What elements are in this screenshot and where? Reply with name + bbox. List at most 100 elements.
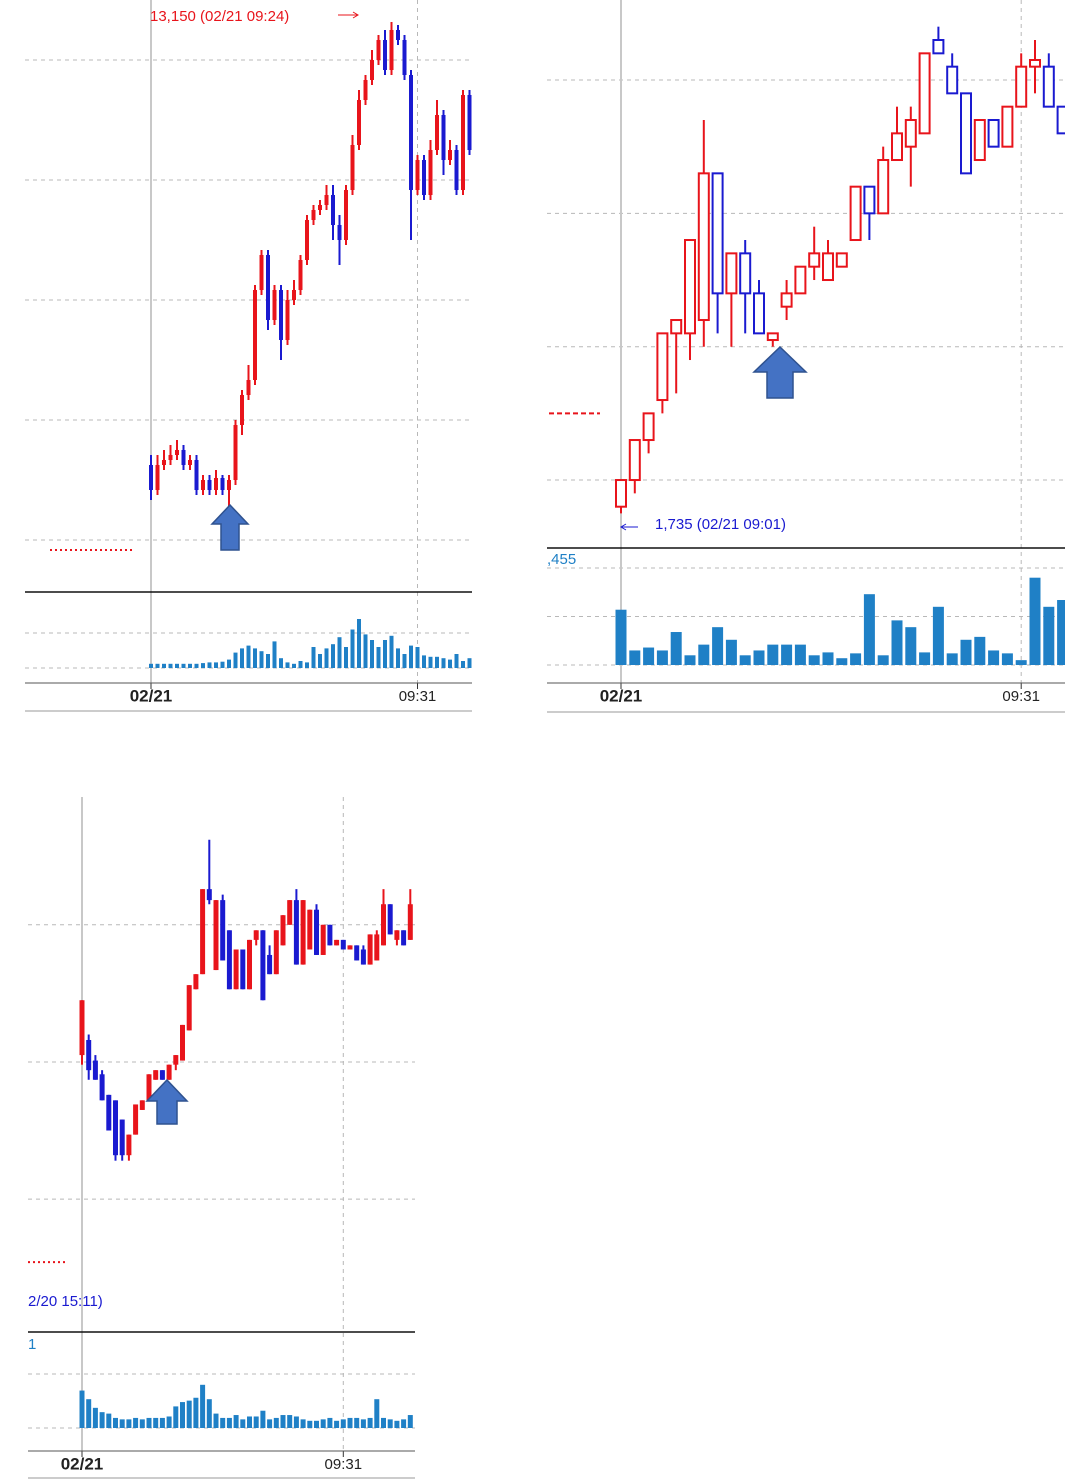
volume-bar: [905, 627, 917, 665]
candle-body: [180, 1024, 185, 1061]
volume-bar: [273, 1417, 279, 1428]
volume-bar: [193, 1397, 199, 1428]
volume-bar: [360, 1419, 366, 1428]
volume-bar: [240, 648, 244, 668]
volume-bar: [454, 654, 459, 668]
volume-bar: [173, 1406, 179, 1428]
candle-body: [766, 332, 779, 342]
candle-body: [467, 95, 472, 150]
candle-body: [214, 478, 218, 490]
volume-bar: [794, 644, 806, 665]
volume-bar: [162, 663, 166, 668]
candle-body: [1001, 105, 1014, 148]
candle-body: [822, 252, 834, 282]
volume-bar: [712, 627, 724, 665]
candle-body: [363, 80, 368, 100]
candle-body: [354, 945, 360, 961]
volume-bar: [99, 1412, 105, 1428]
candle-body: [394, 930, 400, 940]
up-arrow: [752, 345, 808, 399]
volume-bar: [260, 1410, 266, 1428]
volume-bar: [753, 650, 765, 665]
volume-bar: [1001, 653, 1013, 665]
candle-body: [253, 290, 257, 380]
candle-body: [381, 904, 386, 946]
volume-bar: [394, 1420, 400, 1428]
candle-body: [314, 909, 319, 955]
volume-bar: [175, 663, 179, 668]
candle-body: [226, 930, 232, 990]
volume-bar: [643, 647, 655, 665]
candle-body: [409, 75, 413, 190]
candle-body: [337, 225, 342, 240]
chart-panel: 02/21 09:31 13,150 (02/21 09:24): [25, 0, 472, 712]
volume-bar: [220, 1417, 226, 1428]
candle-body: [285, 300, 290, 340]
annotation: 2/20 15:11): [28, 1293, 103, 1310]
volume-bar: [259, 651, 264, 668]
volume-bar: [320, 1419, 326, 1428]
candle-body: [808, 252, 821, 268]
volume-bar: [181, 663, 186, 668]
volume-bar: [200, 1384, 206, 1428]
candle-body: [300, 900, 306, 965]
candle-body: [918, 52, 931, 135]
candle-body: [173, 1055, 179, 1065]
volume-bar: [227, 659, 231, 668]
candle-body: [220, 900, 226, 961]
candle-body: [166, 1064, 172, 1080]
candle-body: [318, 205, 322, 210]
volume-bar: [932, 606, 944, 665]
candle-body: [193, 974, 199, 990]
chart-panel: 02/21 09:31 2/20 15:11) 1: [28, 797, 415, 1479]
volume-bar: [92, 1407, 98, 1428]
candle-body: [267, 954, 273, 975]
volume-bar: [314, 1420, 319, 1428]
candle-body: [711, 172, 724, 295]
volume-bar: [698, 644, 710, 665]
candle-body: [133, 1104, 139, 1135]
x-tick-label: 02/21: [600, 686, 643, 705]
candle-body: [422, 160, 426, 195]
volume-bar: [188, 663, 192, 668]
candle-body: [334, 939, 340, 946]
volume-bar: [201, 663, 205, 668]
annotation: 13,150 (02/21 09:24): [150, 8, 289, 25]
volume-bar: [1043, 606, 1055, 665]
candle-body: [99, 1074, 105, 1101]
volume-bar: [974, 636, 986, 665]
candle-body: [324, 195, 329, 205]
candle-body: [697, 172, 710, 322]
candle-body: [725, 252, 738, 295]
candle-body: [233, 425, 238, 480]
signal-arrows: [145, 345, 808, 1125]
candle-body: [207, 480, 212, 490]
volume-bar: [206, 1399, 212, 1428]
volume-bar: [367, 1417, 373, 1428]
candle-body: [739, 252, 752, 295]
chart-panel: 02/21 09:31 1,735 (02/21 09:01) ,455: [547, 0, 1065, 713]
volume-bar: [1057, 600, 1065, 665]
volume-bar: [213, 1413, 219, 1428]
volume-bar: [363, 634, 368, 668]
candle-body: [344, 190, 348, 240]
volume-bar: [960, 639, 972, 665]
volume-bar: [233, 652, 238, 668]
volume-bar: [327, 1417, 333, 1428]
candle-body: [642, 412, 655, 442]
volume-bar: [334, 1420, 340, 1428]
volume-bar: [207, 662, 212, 668]
candle-body: [327, 924, 333, 946]
candle-body: [780, 292, 793, 308]
volume-bar: [863, 594, 875, 665]
candle-body: [188, 460, 192, 465]
volume-bar: [233, 1415, 239, 1428]
candle-body: [370, 60, 374, 80]
candle-body: [415, 160, 420, 190]
candle-body: [946, 65, 959, 95]
candle-body: [227, 480, 231, 490]
volume-bar: [891, 620, 903, 665]
candle-body: [461, 95, 465, 190]
